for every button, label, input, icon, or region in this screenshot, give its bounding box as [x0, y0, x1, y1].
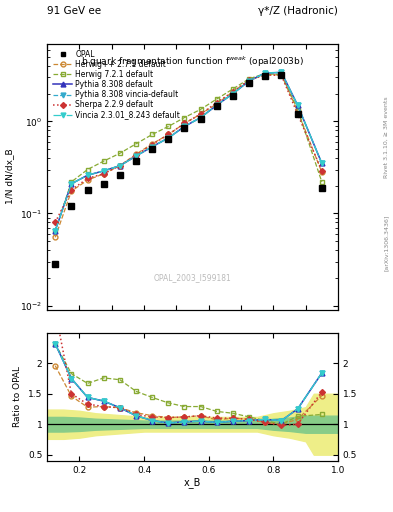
Legend: OPAL, Herwig++ 2.7.1 default, Herwig 7.2.1 default, Pythia 8.308 default, Pythia: OPAL, Herwig++ 2.7.1 default, Herwig 7.2… — [51, 47, 183, 122]
Text: Rivet 3.1.10, ≥ 3M events: Rivet 3.1.10, ≥ 3M events — [384, 96, 389, 178]
Text: γ*/Z (Hadronic): γ*/Z (Hadronic) — [258, 6, 338, 16]
X-axis label: x_B: x_B — [184, 477, 201, 488]
Text: [arXiv:1306.3436]: [arXiv:1306.3436] — [384, 215, 389, 271]
Y-axis label: 1/N dN/dx_B: 1/N dN/dx_B — [6, 149, 15, 204]
Text: 91 GeV ee: 91 GeV ee — [47, 6, 101, 16]
Text: OPAL_2003_I599181: OPAL_2003_I599181 — [154, 273, 231, 282]
Y-axis label: Ratio to OPAL: Ratio to OPAL — [13, 366, 22, 428]
Text: b quark fragmentation function f$^{weak}$ (opal2003b): b quark fragmentation function f$^{weak}… — [81, 54, 304, 69]
